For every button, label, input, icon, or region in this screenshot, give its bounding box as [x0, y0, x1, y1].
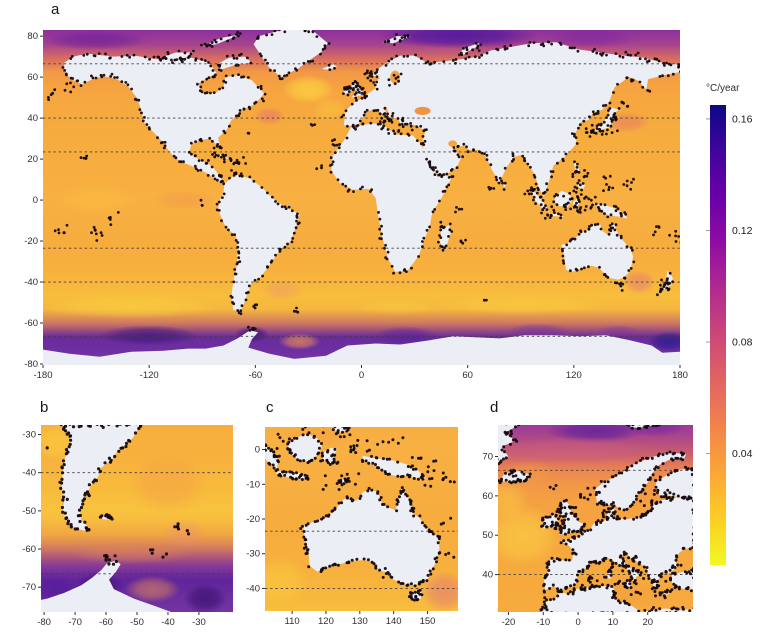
y-tick-label: 40 — [482, 570, 493, 581]
x-tick-label: 140 — [386, 616, 402, 627]
y-tick-label: -40 — [22, 468, 36, 479]
y-tick-label: -30 — [22, 430, 36, 441]
panel-b-label: b — [40, 399, 49, 416]
panel-a-axes: -180 -120 -60 0 60 120 180 80 60 40 20 0 -20 -40 -60 -8… — [24, 31, 688, 381]
y-tick-label: 50 — [482, 530, 493, 541]
x-tick-label: 120 — [566, 370, 582, 381]
x-tick-label: 120 — [318, 616, 334, 627]
y-tick-label: 60 — [27, 72, 38, 83]
colorbar-title: °C/year — [706, 83, 740, 94]
panel-c-axes: 110 120 130 140 150 0 -10 -20 -30 -40 — [246, 445, 435, 627]
x-tick-label: -120 — [140, 370, 159, 381]
y-tick-label: 0 — [255, 445, 260, 456]
y-tick-label: -40 — [246, 583, 260, 594]
panel-c-dashed-latitudes — [265, 530, 458, 589]
x-tick-label: 130 — [352, 616, 368, 627]
panel-a-label: a — [51, 1, 60, 18]
x-tick-label: 60 — [462, 370, 473, 381]
y-tick-label: -60 — [22, 544, 36, 555]
x-tick-label: -180 — [33, 370, 52, 381]
colorbar: 0.16 0.12 0.08 0.04 — [706, 105, 753, 565]
panel-d-map — [498, 425, 693, 612]
colorbar-tick-label: 0.12 — [732, 225, 753, 237]
panel-c-map — [265, 427, 458, 611]
y-tick-label: -60 — [24, 318, 38, 329]
x-tick-label: -30 — [192, 617, 206, 628]
x-tick-label: -20 — [502, 617, 516, 628]
x-tick-label: 0 — [575, 617, 580, 628]
x-tick-label: 20 — [642, 617, 653, 628]
x-tick-label: 110 — [285, 616, 300, 627]
panel-d-axes: -20 -10 0 10 20 70 60 50 40 — [482, 451, 653, 628]
panel-b-dashed-latitudes — [41, 472, 233, 575]
y-tick-label: -10 — [246, 479, 260, 490]
y-tick-label: -50 — [22, 506, 36, 517]
panel-d-stations — [498, 425, 693, 612]
x-tick-label: 150 — [420, 616, 436, 627]
x-tick-label: -40 — [161, 617, 175, 628]
x-tick-label: -60 — [99, 617, 113, 628]
panel-a-map — [43, 30, 680, 365]
x-tick-label: 0 — [359, 370, 364, 381]
y-tick-label: -20 — [24, 236, 38, 247]
y-tick-label: -80 — [24, 359, 38, 370]
panel-c-stations — [265, 427, 456, 602]
x-tick-label: 10 — [608, 617, 619, 628]
y-tick-label: 70 — [482, 451, 493, 462]
colorbar-tick-label: 0.16 — [732, 113, 753, 125]
colorbar-gradient — [710, 105, 726, 565]
y-tick-label: -70 — [22, 582, 36, 593]
panel-b-map — [41, 425, 233, 612]
panel-d-label: d — [490, 399, 499, 416]
panel-b-stations — [45, 425, 191, 566]
panel-a-stations — [47, 30, 680, 332]
y-tick-label: -20 — [246, 514, 260, 525]
y-tick-label: 60 — [482, 491, 493, 502]
panel-a-land — [43, 30, 680, 365]
y-tick-label: 80 — [27, 31, 38, 42]
panel-a-dashed-latitudes — [43, 63, 680, 337]
x-tick-label: 180 — [672, 370, 688, 381]
panel-b-axes: -80 -70 -60 -50 -40 -30 -30 -40 -50 -60 -70 — [22, 430, 206, 628]
panel-c-land — [265, 427, 440, 601]
panel-c-label: c — [266, 399, 274, 416]
x-tick-label: -50 — [130, 617, 144, 628]
colorbar-tick-label: 0.08 — [732, 336, 753, 348]
x-tick-label: -10 — [536, 617, 550, 628]
colorbar-tick-label: 0.04 — [732, 448, 753, 460]
y-tick-label: 40 — [27, 113, 38, 124]
y-tick-label: 20 — [27, 154, 38, 165]
x-tick-label: -80 — [37, 617, 51, 628]
x-tick-label: -60 — [248, 370, 262, 381]
x-tick-label: -70 — [68, 617, 82, 628]
y-tick-label: -40 — [24, 277, 38, 288]
y-tick-label: -30 — [246, 549, 260, 560]
y-tick-label: 0 — [33, 195, 38, 206]
